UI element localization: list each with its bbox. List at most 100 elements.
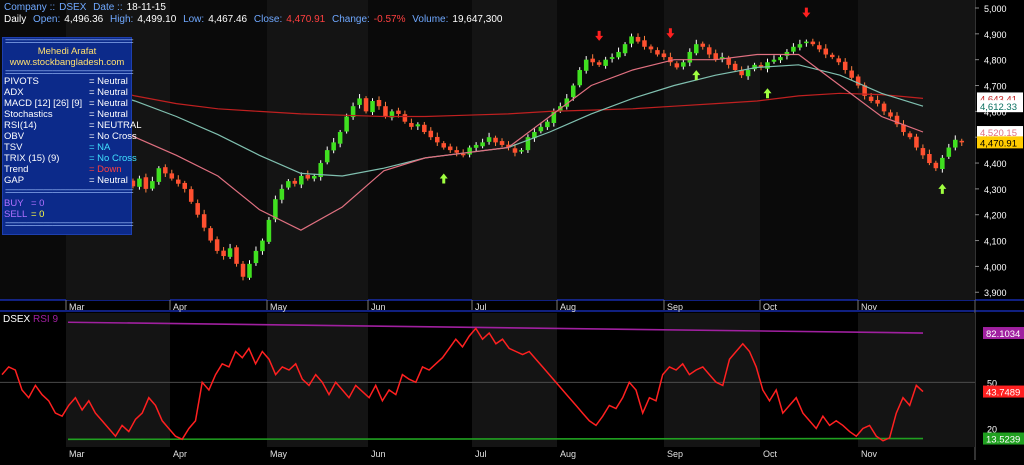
candle-body xyxy=(791,46,796,52)
y-tick-label: 4,100 xyxy=(984,237,1007,247)
signal-name: TSV xyxy=(4,142,23,153)
candle-body xyxy=(473,144,479,148)
x-tick-label: Aug xyxy=(560,302,576,312)
x-tick-label: Oct xyxy=(763,449,778,459)
y-tick-label: 4,800 xyxy=(984,56,1007,66)
panel-divider-end: ============================== xyxy=(5,219,134,229)
x-tick-label: Apr xyxy=(173,449,187,459)
close-value: 4,470.91 xyxy=(286,14,326,25)
y-tick-label: 5,000 xyxy=(984,4,1007,14)
up-arrow-icon xyxy=(938,183,947,194)
rsi-y-tick-label: 20 xyxy=(987,425,997,435)
candle-body xyxy=(188,189,194,202)
x-tick-label: Nov xyxy=(861,302,878,312)
up-arrow-icon xyxy=(439,173,448,184)
x-tick-label: Aug xyxy=(560,449,576,459)
rsi-indicator-name: RSI 9 xyxy=(33,314,59,325)
x-tick-label: Nov xyxy=(861,449,878,459)
candle-body xyxy=(163,167,168,174)
down-arrow-icon xyxy=(666,28,675,39)
candle-body xyxy=(661,53,667,58)
signal-value: = NEUTRAL xyxy=(89,120,142,131)
candle-body xyxy=(486,137,492,142)
candle-body xyxy=(862,85,867,96)
candle-body xyxy=(596,62,602,65)
candle-body xyxy=(169,173,175,179)
candle-body xyxy=(901,124,906,133)
signal-name: TRIX (15) (9) xyxy=(4,153,60,164)
signal-value: = No Cross xyxy=(89,131,137,142)
x-tick-label: Jun xyxy=(371,302,386,312)
change-label: Change: xyxy=(331,14,370,25)
candle-body xyxy=(629,36,634,44)
month-band xyxy=(66,313,170,447)
x-tick-label: Mar xyxy=(69,449,85,459)
candle-body xyxy=(273,199,278,220)
candle-body xyxy=(247,263,252,278)
candle-body xyxy=(538,126,544,132)
candle-body xyxy=(519,150,524,152)
website-link[interactable]: www.stockbangladesh.com xyxy=(9,57,125,68)
month-band xyxy=(267,313,368,447)
candle-body xyxy=(292,180,298,184)
candle-body xyxy=(564,98,570,107)
rsi-y-tick-label: 50 xyxy=(987,378,997,388)
rsi-value-label: 43.7489 xyxy=(986,388,1020,399)
month-band xyxy=(664,0,760,300)
candle-body xyxy=(603,59,608,66)
candle-body xyxy=(622,44,628,54)
ma-value-label: 4,643.41 xyxy=(980,94,1017,105)
buy-label: BUY xyxy=(4,198,24,209)
candle-body xyxy=(150,181,155,189)
signal-value: = Down xyxy=(89,164,122,175)
x-tick-label: Sep xyxy=(667,449,683,459)
x-tick-label: Jun xyxy=(371,449,386,459)
candle-body xyxy=(946,147,952,157)
candle-body xyxy=(655,50,660,55)
ma-value-badge xyxy=(977,126,1023,139)
high-value: 4,499.10 xyxy=(137,14,177,25)
rsi-band-label: 13.5239 xyxy=(986,435,1020,446)
candle-body xyxy=(635,36,641,42)
candle-body xyxy=(324,150,330,163)
candle-body xyxy=(674,63,680,68)
candle-body xyxy=(525,137,531,151)
candle-body xyxy=(214,239,220,251)
signal-value: = Neutral xyxy=(89,175,128,186)
candle-body xyxy=(609,57,615,59)
candle-body xyxy=(195,203,200,215)
candle-body xyxy=(370,101,375,113)
panel-divider-top: ============================== xyxy=(5,36,134,46)
y-tick-label: 4,900 xyxy=(984,30,1007,40)
candle-body xyxy=(402,114,408,122)
x-tick-label: May xyxy=(270,449,288,459)
candle-body xyxy=(920,148,926,156)
candle-body xyxy=(376,99,382,107)
x-tick-label: Oct xyxy=(763,302,778,312)
candle-body xyxy=(713,53,718,60)
candle-body xyxy=(415,124,421,127)
candle-body xyxy=(732,63,738,71)
candle-body xyxy=(927,154,932,164)
month-band xyxy=(472,313,557,447)
signal-name: GAP xyxy=(4,175,25,186)
x-tick-label: Jul xyxy=(475,449,487,459)
x-tick-label: Apr xyxy=(173,302,187,312)
candle-body xyxy=(849,70,854,78)
candle-body xyxy=(914,136,919,148)
candle-body xyxy=(875,99,880,104)
candle-body xyxy=(739,70,744,76)
signal-value: = No Cross xyxy=(89,153,137,164)
candle-body xyxy=(532,132,537,139)
candle-body xyxy=(143,177,149,189)
y-tick-label: 4,300 xyxy=(984,185,1007,195)
signal-value: = Neutral xyxy=(89,98,128,109)
y-tick-label: 4,400 xyxy=(984,159,1007,169)
moving-average-line xyxy=(51,77,924,118)
author-name: Mehedi Arafat xyxy=(37,46,97,57)
candle-body xyxy=(577,70,582,86)
signal-value: = Neutral xyxy=(89,76,128,87)
candle-body xyxy=(583,59,589,71)
